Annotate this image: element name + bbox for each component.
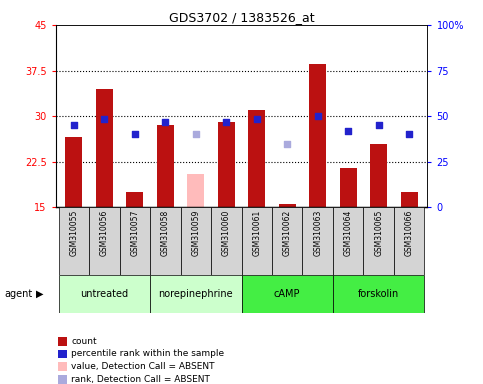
Bar [309, 65, 326, 207]
Bar [157, 125, 174, 207]
Bar [187, 174, 204, 207]
Text: GSM310066: GSM310066 [405, 209, 413, 256]
Point [100, 116, 108, 122]
Bar [120, 207, 150, 275]
Text: rank, Detection Call = ABSENT: rank, Detection Call = ABSENT [71, 375, 211, 384]
Text: forskolin: forskolin [358, 289, 399, 299]
Point [131, 131, 139, 137]
Bar [58, 275, 150, 313]
Text: GSM310061: GSM310061 [252, 209, 261, 256]
Bar [58, 207, 89, 275]
Point [375, 122, 383, 128]
Bar [363, 207, 394, 275]
Point [284, 141, 291, 147]
Title: GDS3702 / 1383526_at: GDS3702 / 1383526_at [169, 11, 314, 24]
Bar [150, 207, 181, 275]
Bar [211, 207, 242, 275]
Text: GSM310056: GSM310056 [100, 209, 109, 256]
Text: GSM310060: GSM310060 [222, 209, 231, 256]
Bar [401, 192, 417, 207]
Bar [279, 204, 296, 207]
Text: value, Detection Call = ABSENT: value, Detection Call = ABSENT [71, 362, 215, 371]
Point [314, 113, 322, 119]
Bar [333, 207, 363, 275]
Bar [66, 137, 82, 207]
Bar [272, 207, 302, 275]
Bar [89, 207, 120, 275]
Point [344, 128, 352, 134]
Text: ▶: ▶ [36, 289, 44, 299]
Text: count: count [71, 337, 97, 346]
Text: GSM310058: GSM310058 [161, 209, 170, 256]
Text: GSM310062: GSM310062 [283, 209, 292, 256]
Point [405, 131, 413, 137]
Bar [333, 275, 425, 313]
Text: GSM310059: GSM310059 [191, 209, 200, 256]
Text: norepinephrine: norepinephrine [158, 289, 233, 299]
Bar [181, 207, 211, 275]
Bar [394, 207, 425, 275]
Bar [302, 207, 333, 275]
Bar [96, 89, 113, 207]
Point [192, 131, 199, 137]
Bar [248, 110, 265, 207]
Point [253, 116, 261, 122]
Text: cAMP: cAMP [274, 289, 300, 299]
Text: untreated: untreated [80, 289, 128, 299]
Text: GSM310065: GSM310065 [374, 209, 383, 256]
Bar [218, 122, 235, 207]
Point [70, 122, 78, 128]
Bar [242, 207, 272, 275]
Bar [127, 192, 143, 207]
Bar [370, 144, 387, 207]
Text: GSM310064: GSM310064 [344, 209, 353, 256]
Bar [242, 275, 333, 313]
Text: GSM310057: GSM310057 [130, 209, 139, 256]
Bar [340, 168, 356, 207]
Bar [150, 275, 242, 313]
Text: GSM310055: GSM310055 [70, 209, 78, 256]
Text: GSM310063: GSM310063 [313, 209, 322, 256]
Text: percentile rank within the sample: percentile rank within the sample [71, 349, 225, 359]
Point [161, 119, 169, 125]
Text: agent: agent [5, 289, 33, 299]
Point [222, 119, 230, 125]
